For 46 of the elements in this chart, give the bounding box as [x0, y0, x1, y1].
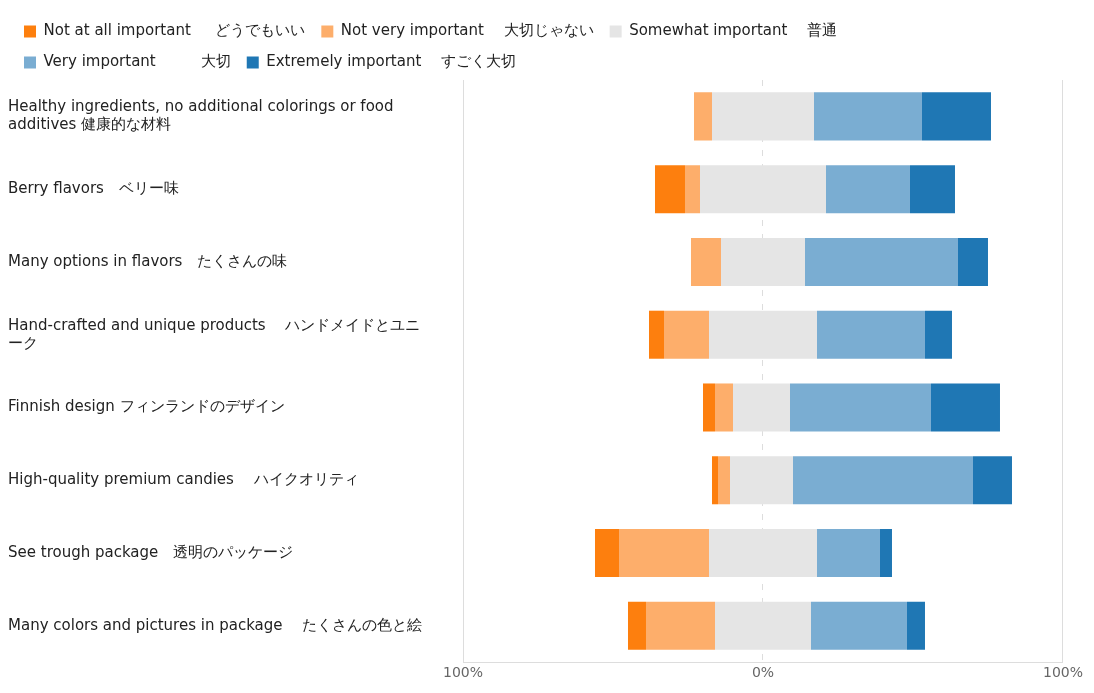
- y-tick-label: High-quality premium candies ハイクオリティ: [8, 470, 359, 489]
- y-tick-label: Berry flavors ベリー味: [8, 179, 179, 198]
- legend-label: Very important 大切: [43, 52, 231, 71]
- y-tick-label: Hand-crafted and unique products ハンドメイドとユニーク: [8, 315, 421, 352]
- bar: [685, 165, 700, 214]
- legend-label: Somewhat important 普通: [629, 21, 838, 40]
- bar: [816, 310, 925, 359]
- y-tick-label: Many colors and pictures in package たくさんの色と絵: [8, 615, 423, 634]
- bar: [792, 456, 973, 505]
- y-tick-label: Many options in flavors たくさんの味: [8, 251, 288, 270]
- bar: [804, 237, 958, 286]
- bar: [906, 601, 925, 650]
- bar: [694, 92, 712, 141]
- bar: [691, 237, 721, 286]
- bar: [595, 529, 619, 578]
- legend-label: Not at all important どうでもいい: [43, 21, 306, 40]
- bar: [649, 310, 664, 359]
- y-tick-label: Healthy ingredients, no additional colorings or food additives 健康的な材料: [8, 97, 394, 134]
- bar: [655, 165, 685, 214]
- x-tick-label: 0%: [751, 664, 775, 681]
- bar: [816, 529, 880, 578]
- x-tick-label: 100%: [1042, 664, 1083, 681]
- bar: [715, 383, 733, 432]
- bar: [825, 165, 910, 214]
- bar: [930, 383, 1000, 432]
- bar: [712, 456, 718, 505]
- bar: [879, 529, 892, 578]
- bar: [924, 310, 952, 359]
- bar: [619, 529, 709, 578]
- bar: [957, 237, 988, 286]
- legend-label: Not very important 大切じゃない: [340, 21, 594, 40]
- y-tick-label: Finnish design フィンランドのデザイン: [8, 397, 285, 416]
- bar: [909, 165, 955, 214]
- bar: [646, 601, 715, 650]
- bar: [813, 92, 922, 141]
- bar: [810, 601, 907, 650]
- legend-label: Extremely important すごく大切: [266, 52, 517, 71]
- bar: [703, 383, 715, 432]
- bar: [664, 310, 709, 359]
- bar: [718, 456, 730, 505]
- bar: [789, 383, 931, 432]
- bar: [972, 456, 1012, 505]
- x-tick-label: 100%: [442, 664, 484, 681]
- bar: [921, 92, 991, 141]
- y-tick-label: See trough package 透明のパッケージ: [8, 542, 294, 561]
- bar: [628, 601, 646, 650]
